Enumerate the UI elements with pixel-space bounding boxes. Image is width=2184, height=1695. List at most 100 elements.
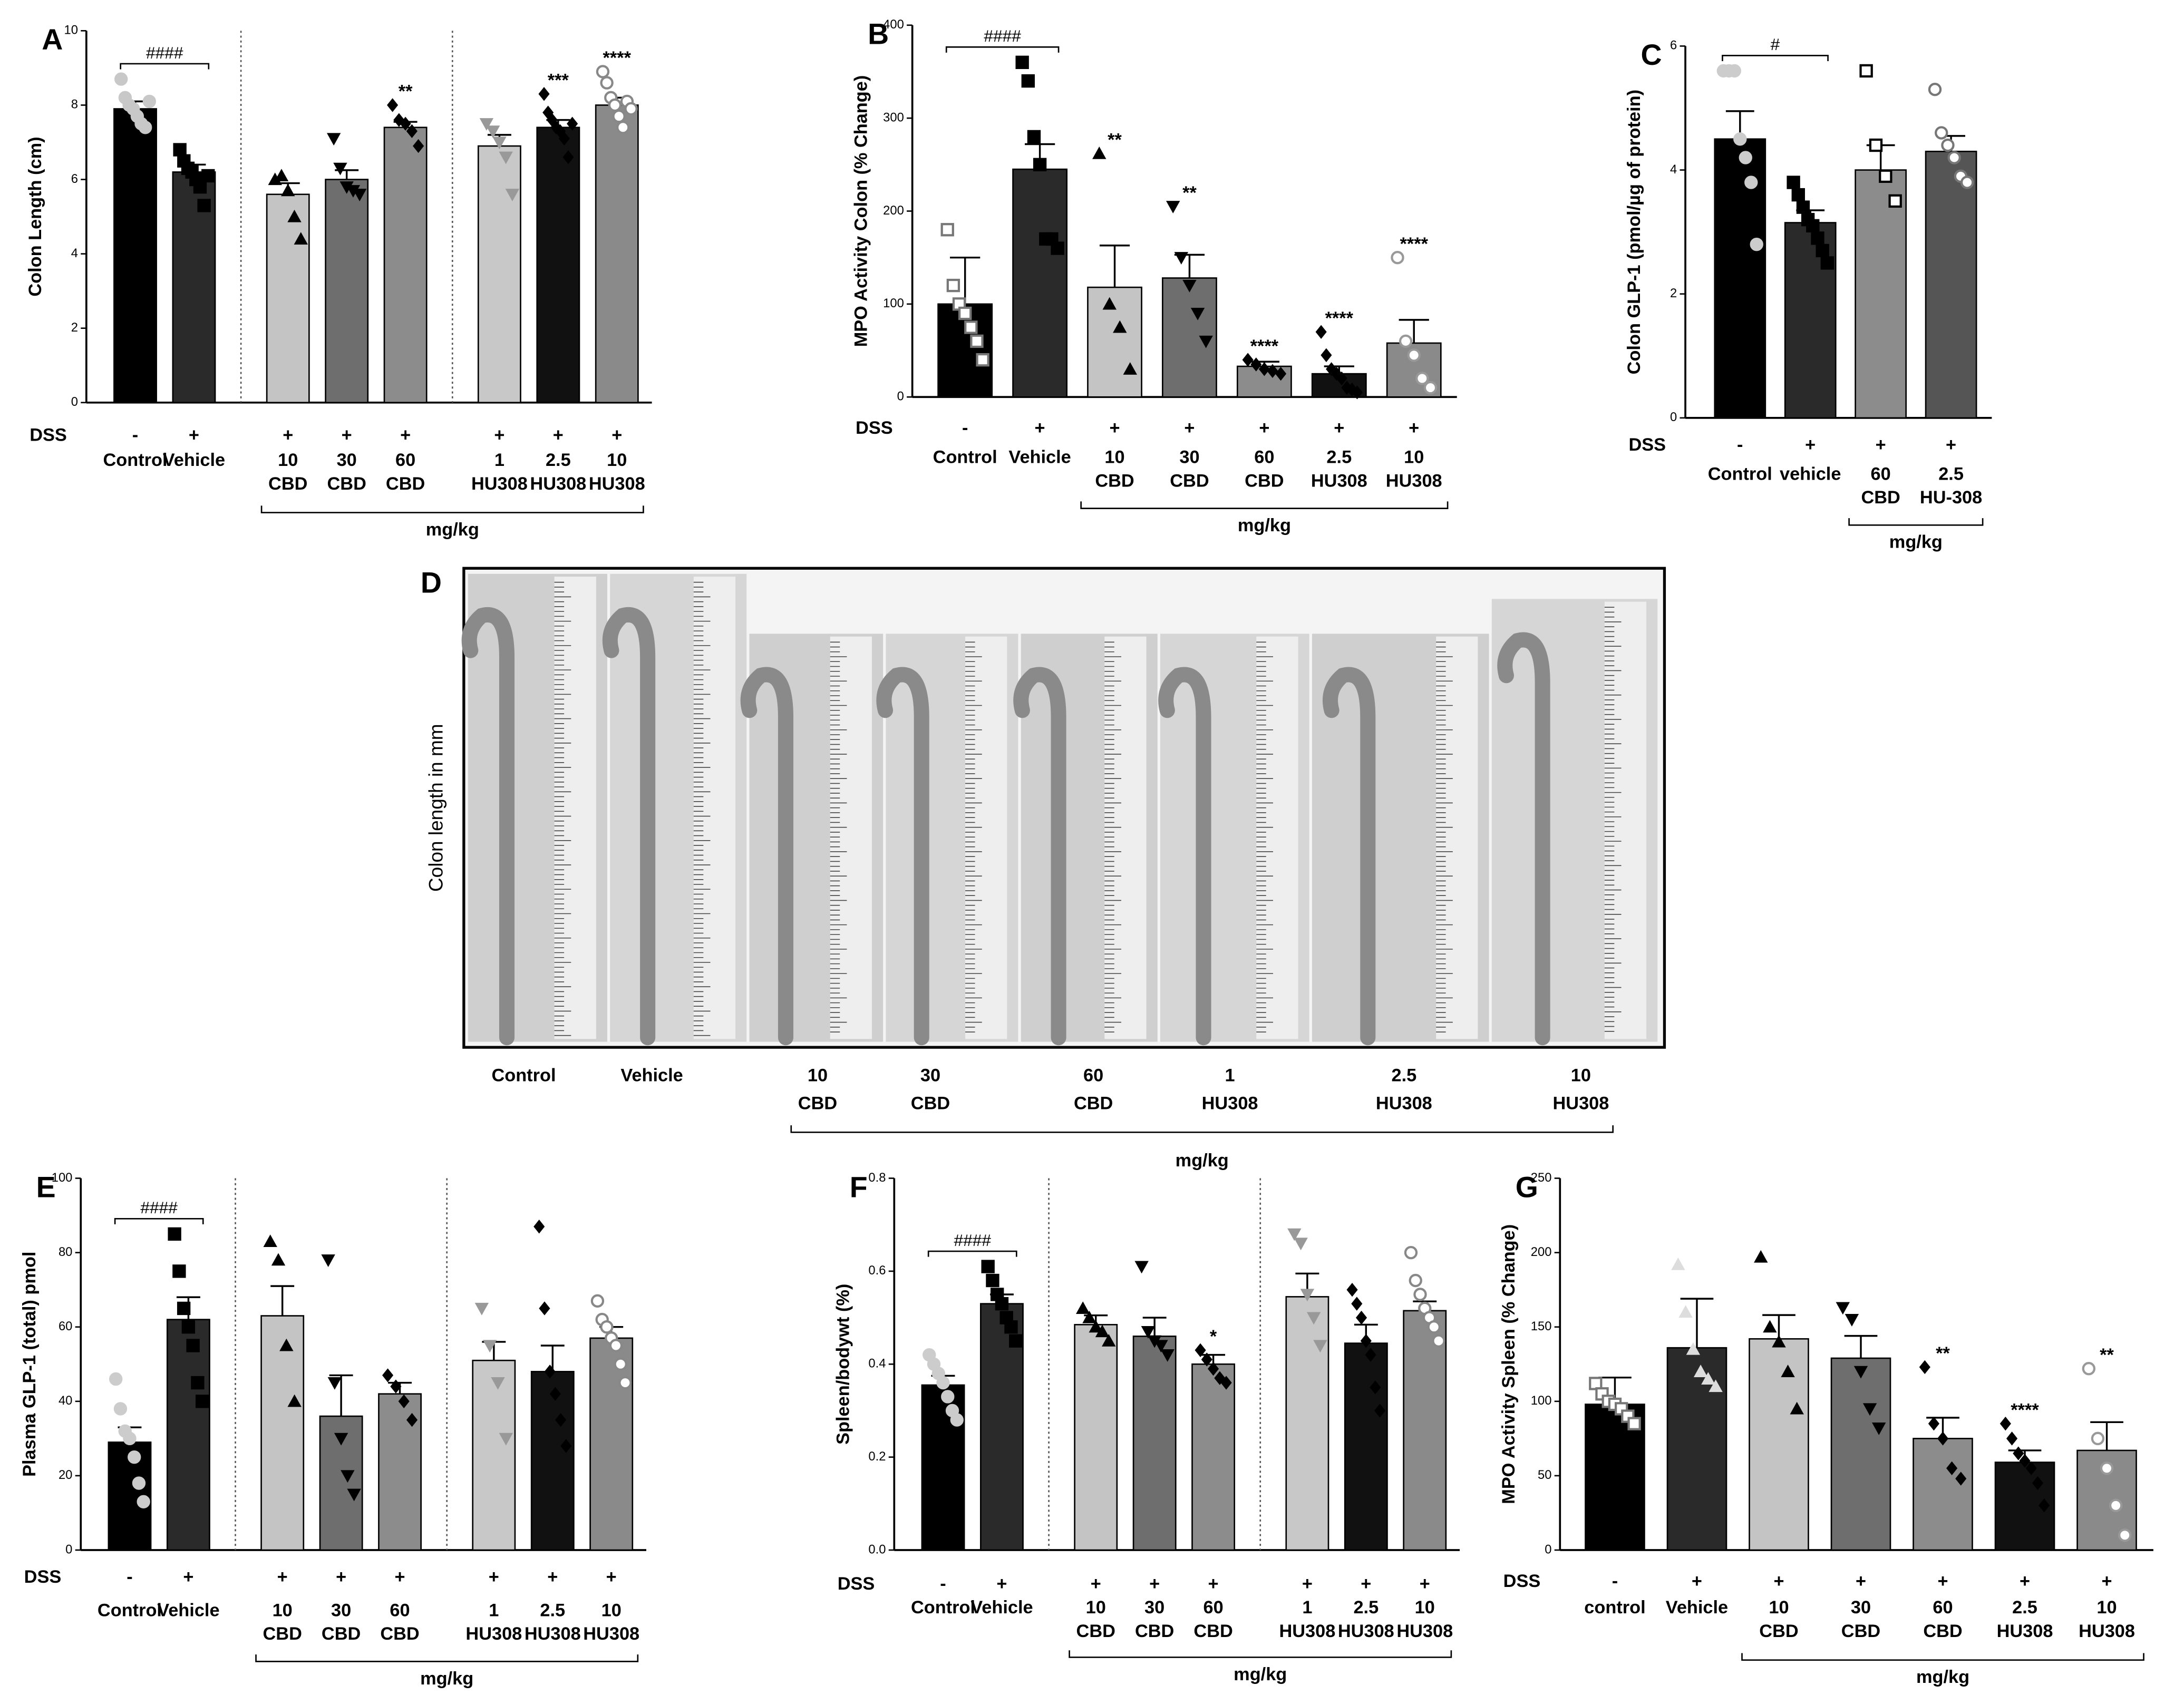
ruler xyxy=(554,577,596,1039)
factor-label: DSS xyxy=(1503,1571,1541,1591)
significance: **** xyxy=(1325,308,1354,328)
bar xyxy=(1344,1342,1388,1551)
data-point xyxy=(986,1273,999,1288)
y-tick-label: 200 xyxy=(883,203,904,218)
x-tick-label: HU308 xyxy=(1396,1621,1453,1641)
data-point xyxy=(201,169,215,183)
data-point xyxy=(1051,241,1064,255)
data-point xyxy=(1791,188,1805,202)
bar xyxy=(1749,1338,1809,1551)
data-point xyxy=(279,1338,294,1351)
photo-strips xyxy=(461,573,1658,1046)
x-tick-label: 10 xyxy=(1769,1597,1789,1618)
data-point xyxy=(1089,1320,1103,1333)
factor-level: + xyxy=(1409,418,1419,438)
data-point xyxy=(1166,201,1180,213)
x-tick-label: 60 xyxy=(1933,1597,1953,1618)
data-point xyxy=(138,121,152,134)
photo-group-label: 30 xyxy=(920,1066,940,1086)
data-point xyxy=(1413,1288,1427,1301)
y-axis-label: MPO Activity Colon (% Change) xyxy=(851,75,871,347)
y-tick-label: 0 xyxy=(1670,410,1677,424)
data-point xyxy=(390,1379,402,1394)
data-point xyxy=(1928,1416,1939,1431)
data-point xyxy=(492,137,507,150)
significance: ** xyxy=(1936,1343,1950,1363)
data-point xyxy=(197,199,211,212)
data-point xyxy=(186,1339,200,1352)
factor-level: + xyxy=(1856,1571,1866,1591)
data-point xyxy=(499,151,513,164)
data-point xyxy=(1869,138,1883,152)
y-tick-label: 0.8 xyxy=(868,1171,886,1185)
data-point xyxy=(347,1488,361,1502)
x-tick-label: 10 xyxy=(607,450,627,470)
data-point xyxy=(128,1450,141,1464)
x-tick-label: Vehicle xyxy=(970,1597,1033,1618)
data-point xyxy=(1960,176,1974,189)
x-tick-label: HU308 xyxy=(583,1624,639,1644)
x-tick-label: Control xyxy=(98,1600,162,1620)
data-point xyxy=(1671,1257,1685,1270)
data-point xyxy=(1407,348,1421,362)
factor-level: + xyxy=(1773,1571,1784,1591)
x-tick-label: 1 xyxy=(489,1600,499,1620)
data-point xyxy=(294,232,308,245)
data-point xyxy=(1102,1333,1116,1347)
y-tick-label: 0 xyxy=(1545,1542,1551,1556)
x-tick-label: Vehicle xyxy=(163,450,225,470)
data-point xyxy=(1076,1301,1090,1314)
x-tick-label: 1 xyxy=(494,450,504,470)
bracket-label: #### xyxy=(146,43,183,62)
data-point xyxy=(1744,176,1758,189)
factor-level: - xyxy=(962,418,968,438)
data-point xyxy=(981,1260,995,1273)
y-tick-label: 0.6 xyxy=(868,1263,886,1278)
x-tick-label: 60 xyxy=(1203,1597,1224,1618)
photo-group-label: 10 xyxy=(808,1066,828,1086)
data-point xyxy=(191,1376,205,1390)
data-point xyxy=(970,334,984,348)
factor-level: - xyxy=(127,1567,132,1587)
data-point xyxy=(1709,1379,1723,1392)
data-point xyxy=(600,76,614,90)
data-point xyxy=(2091,1431,2105,1446)
panel-label: B xyxy=(868,18,889,51)
significance: **** xyxy=(1400,234,1429,254)
data-point xyxy=(172,1264,186,1278)
data-point xyxy=(505,189,520,201)
bar xyxy=(1855,169,1907,419)
y-tick-label: 100 xyxy=(1531,1394,1552,1408)
x-tick-label: CBD xyxy=(1841,1621,1880,1641)
factor-level: + xyxy=(1091,1574,1101,1594)
data-point xyxy=(114,72,128,86)
data-point xyxy=(109,1372,123,1386)
data-point xyxy=(1182,280,1197,293)
data-point xyxy=(195,1395,209,1408)
data-point xyxy=(334,1433,348,1446)
data-point xyxy=(950,1413,964,1427)
data-point xyxy=(1781,1365,1795,1377)
data-point xyxy=(1027,130,1041,144)
x-tick-label: 60 xyxy=(1871,464,1891,484)
data-point xyxy=(609,1339,623,1352)
y-tick-label: 40 xyxy=(59,1394,72,1408)
x-tick-label: 30 xyxy=(1179,447,1199,467)
data-point xyxy=(1174,252,1189,265)
data-point xyxy=(549,1387,561,1401)
span-label: mg/kg xyxy=(426,520,479,540)
factor-label: DSS xyxy=(1629,435,1666,455)
factor-level: + xyxy=(1420,1574,1430,1594)
y-axis-label: Spleen/bodywt (%) xyxy=(833,1284,853,1445)
data-point xyxy=(113,1402,128,1416)
x-tick-label: Control xyxy=(103,450,168,470)
x-tick-label: 2.5 xyxy=(2012,1597,2037,1618)
data-point xyxy=(181,1320,196,1334)
factor-level: + xyxy=(1149,1574,1160,1594)
panel-label: F xyxy=(850,1171,868,1203)
span-bracket xyxy=(1080,501,1449,509)
data-point xyxy=(1275,366,1287,381)
data-point xyxy=(2039,1498,2050,1513)
data-point xyxy=(946,278,960,293)
